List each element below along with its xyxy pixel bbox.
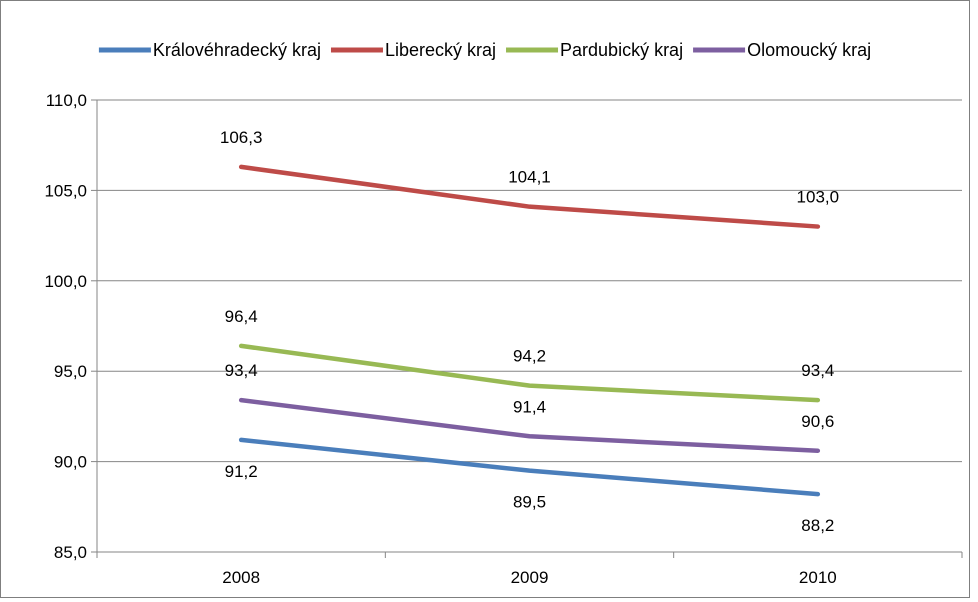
- data-label: 91,2: [225, 462, 258, 481]
- data-label: 89,5: [513, 493, 546, 512]
- legend-item: Olomoucký kraj: [693, 40, 871, 60]
- legend-label: Olomoucký kraj: [747, 40, 871, 60]
- x-axis-ticks: 2008 2009 2010: [222, 568, 836, 587]
- legend-label: Královéhradecký kraj: [153, 40, 321, 60]
- series-line: [238, 397, 821, 454]
- series-line: [238, 343, 821, 403]
- data-label: 93,4: [801, 361, 834, 380]
- legend-item: Pardubický kraj: [506, 40, 683, 60]
- data-label: 106,3: [220, 128, 263, 147]
- y-tick-label: 85,0: [54, 543, 87, 562]
- x-tick-label: 2009: [511, 568, 549, 587]
- x-tick-label: 2008: [222, 568, 260, 587]
- data-label: 91,4: [513, 397, 546, 416]
- legend-item: Liberecký kraj: [330, 40, 496, 60]
- data-label: 88,2: [801, 516, 834, 535]
- series-line: [238, 164, 821, 229]
- y-axis-ticks: 85,0 90,0 95,0 100,0 105,0 110,0: [44, 91, 87, 562]
- y-tick-label: 90,0: [54, 453, 87, 472]
- y-tick-label: 100,0: [44, 272, 87, 291]
- legend-label: Liberecký kraj: [385, 40, 496, 60]
- series-line: [238, 437, 821, 497]
- axes: [91, 99, 963, 558]
- data-label: 104,1: [508, 168, 551, 187]
- x-tick-label: 2010: [799, 568, 837, 587]
- data-label: 90,6: [801, 412, 834, 431]
- data-labels: 91,2 89,5 88,2 106,3 104,1 103,0 96,4 94,2 93,4 9…: [220, 128, 839, 535]
- legend-item: Královéhradecký kraj: [98, 40, 321, 60]
- legend: Královéhradecký kraj Liberecký kraj Pardub…: [98, 40, 871, 60]
- y-tick-label: 110,0: [46, 91, 87, 110]
- series-lines: [238, 164, 821, 497]
- data-label: 96,4: [225, 307, 258, 326]
- legend-label: Pardubický kraj: [560, 40, 683, 60]
- y-tick-label: 105,0: [44, 181, 87, 200]
- data-label: 103,0: [797, 188, 840, 207]
- data-label: 94,2: [513, 347, 546, 366]
- data-label: 93,4: [225, 361, 258, 380]
- y-tick-label: 95,0: [54, 362, 87, 381]
